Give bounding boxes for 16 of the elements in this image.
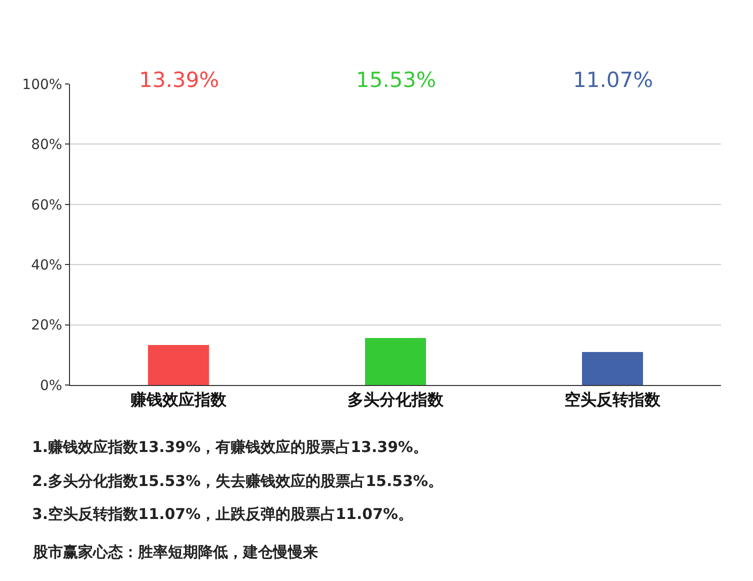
y-tick-label: 0% — [40, 378, 62, 394]
text: 股市赢家心态：胜率短期降低，建仓慢慢来 — [32, 543, 318, 561]
text: 3.空头反转指数11.07%，止跌反弹的股票占11.07%。 — [32, 505, 414, 523]
text: 2.多头分化指数15.53%，失去赚钱效应的股票占15.53%。 — [32, 472, 444, 490]
annotation: 13.39% — [139, 68, 220, 92]
x-tick-label: 多头分化指数 — [348, 390, 444, 410]
x-tick-label: 空头反转指数 — [564, 390, 662, 410]
y-tick-label: 20% — [31, 318, 62, 334]
x-tick-label: 赚钱效应指数 — [130, 390, 228, 410]
y-tick-label: 100% — [22, 76, 62, 93]
text: 1.赚钱效应指数13.39%，有赚钱效应的股票占13.39%。 — [32, 438, 428, 456]
annotation: 11.07% — [573, 68, 654, 92]
y-tick-label: 80% — [31, 137, 62, 154]
y-tick-label: 40% — [31, 258, 62, 274]
y-tick-label: 60% — [31, 197, 62, 214]
annotation: 15.53% — [356, 68, 436, 92]
